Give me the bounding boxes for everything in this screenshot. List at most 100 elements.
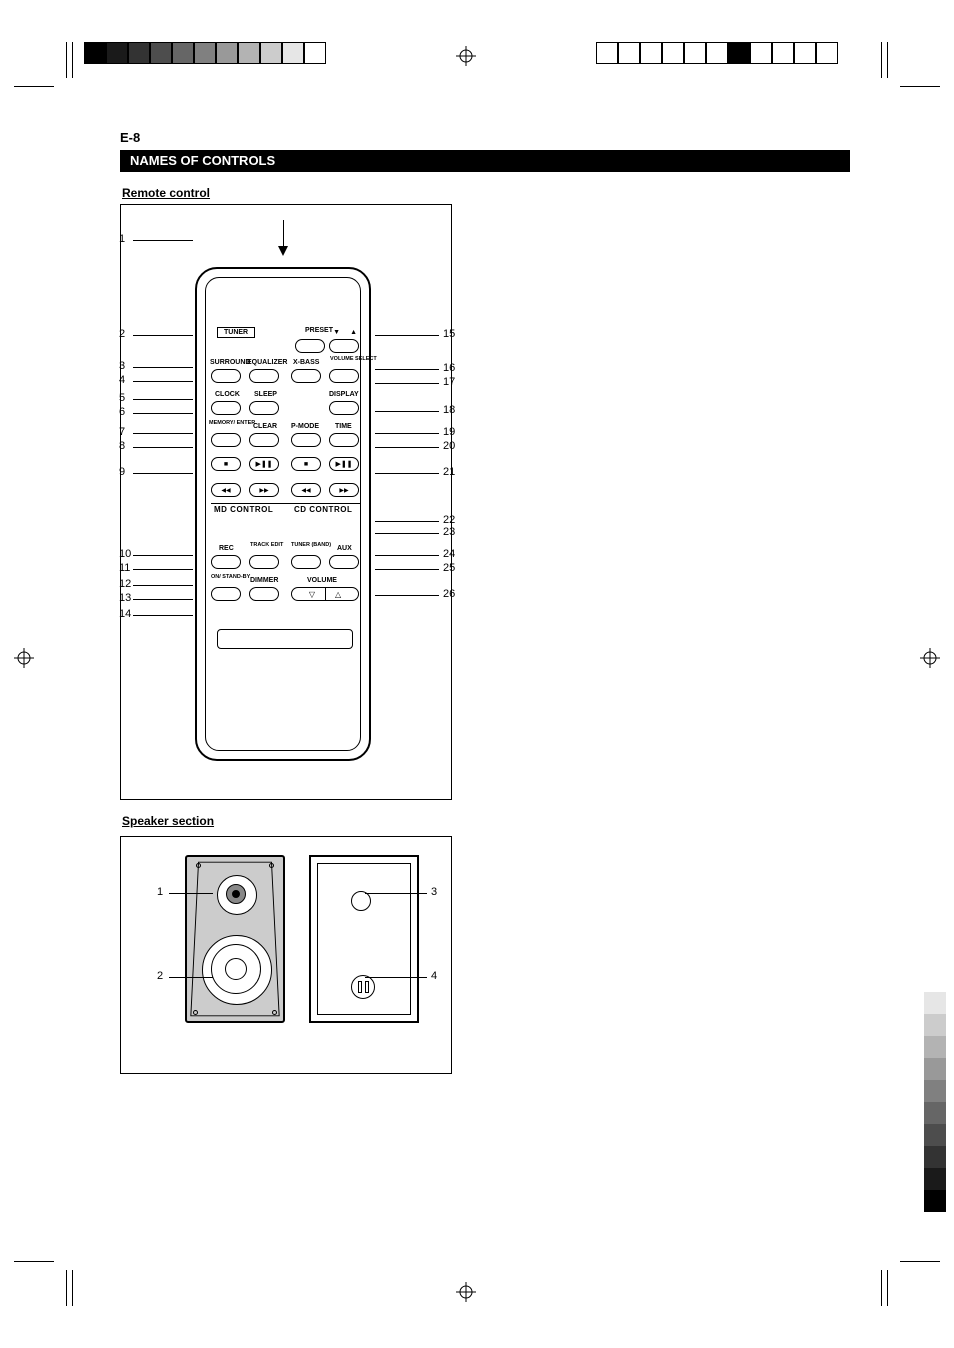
crop-mark-icon [900, 1261, 940, 1262]
registration-mark-icon [14, 648, 34, 668]
print-strip-top-right [596, 42, 838, 64]
page-title-bar: NAMES OF CONTROLS [120, 150, 850, 172]
equalizer-button[interactable] [249, 369, 279, 383]
leader-line [133, 473, 193, 474]
preset-label: PRESET [305, 327, 333, 334]
trackedit-button[interactable] [249, 555, 279, 569]
leader-line [133, 240, 193, 241]
callout-number: 14 [119, 608, 131, 620]
tunerband-button[interactable] [291, 555, 321, 569]
leader-line [375, 569, 439, 570]
leader-line [133, 569, 193, 570]
md-play-button[interactable]: ▶❚❚ [249, 457, 279, 471]
md-control-label: MD CONTROL [214, 505, 273, 514]
cd-fwd-button[interactable]: ▶▶ [329, 483, 359, 497]
leader-line [375, 473, 439, 474]
leader-line [375, 383, 439, 384]
volsel-button[interactable] [329, 369, 359, 383]
md-fwd-button[interactable]: ▶▶ [249, 483, 279, 497]
callout-number: 24 [443, 548, 455, 560]
callout-number: 1 [119, 233, 125, 245]
xbass-label: X-BASS [293, 359, 319, 366]
dimmer-button[interactable] [249, 587, 279, 601]
callout-number: 15 [443, 328, 455, 340]
page-content: E-8 NAMES OF CONTROLS Remote control TUN… [120, 130, 850, 1074]
volume-label: VOLUME [307, 577, 337, 584]
leader-line [375, 595, 439, 596]
preset-down-button[interactable] [295, 339, 325, 353]
page-number: E-8 [120, 130, 850, 145]
speaker-terminal [351, 975, 375, 999]
registration-mark-icon [456, 46, 476, 66]
cd-play-button[interactable]: ▶❚❚ [329, 457, 359, 471]
clock-button[interactable] [211, 401, 241, 415]
battery-window [217, 629, 353, 649]
rec-label: REC [219, 545, 234, 552]
leader-line [133, 381, 193, 382]
callout-number: 23 [443, 526, 455, 538]
tunerband-label: TUNER (BAND) [291, 543, 331, 549]
callout-number: 16 [443, 362, 455, 374]
surround-button[interactable] [211, 369, 241, 383]
standby-label: ON/ STAND-BY [211, 575, 250, 581]
callout-number: 5 [119, 392, 125, 404]
crop-mark-icon [900, 86, 940, 87]
callout-number: 2 [119, 328, 125, 340]
leader-line [375, 555, 439, 556]
callout-number: 8 [119, 440, 125, 452]
callout-number: 25 [443, 562, 455, 574]
cd-rev-button[interactable]: ◀◀ [291, 483, 321, 497]
transmitter-arrow-icon [283, 220, 284, 246]
registration-mark-icon [920, 648, 940, 668]
speaker-front [185, 855, 285, 1023]
callout-number: 18 [443, 404, 455, 416]
pmode-button[interactable] [291, 433, 321, 447]
dimmer-label: DIMMER [250, 577, 278, 584]
memory-button[interactable] [211, 433, 241, 447]
callout-number: 11 [119, 562, 130, 574]
leader-line [375, 369, 439, 370]
leader-line [133, 413, 193, 414]
page-title: NAMES OF CONTROLS [130, 153, 275, 168]
remote-figure: TUNER ▼ PRESET ▲ SURROUND EQUALIZER X-BA… [120, 204, 452, 800]
callout-number: 7 [119, 426, 125, 438]
callout-number: 13 [119, 592, 131, 604]
remote-body: TUNER ▼ PRESET ▲ SURROUND EQUALIZER X-BA… [195, 267, 371, 761]
time-label: TIME [335, 423, 352, 430]
callout-number: 9 [119, 466, 125, 478]
sleep-button[interactable] [249, 401, 279, 415]
aux-button[interactable] [329, 555, 359, 569]
cd-stop-button[interactable]: ■ [291, 457, 321, 471]
rec-button[interactable] [211, 555, 241, 569]
clear-button[interactable] [249, 433, 279, 447]
xbass-button[interactable] [291, 369, 321, 383]
md-stop-button[interactable]: ■ [211, 457, 241, 471]
volume-buttons[interactable]: ▽ △ [291, 587, 359, 601]
aux-label: AUX [337, 545, 352, 552]
crop-mark-icon [881, 42, 882, 78]
print-gradient-strip-top-left [84, 42, 326, 64]
woofer [202, 935, 272, 1005]
cd-control-label: CD CONTROL [294, 505, 352, 514]
callout-number: 3 [119, 360, 125, 372]
crop-mark-icon [887, 42, 888, 78]
callout-number: 26 [443, 588, 455, 600]
leader-line [365, 977, 427, 978]
speaker-back [309, 855, 419, 1023]
callout-number: 20 [443, 440, 455, 452]
callout-number: 4 [431, 970, 437, 982]
display-button[interactable] [329, 401, 359, 415]
remote-section-label: Remote control [122, 186, 850, 200]
preset-down-icon: ▼ [333, 329, 340, 336]
md-rev-button[interactable]: ◀◀ [211, 483, 241, 497]
standby-button[interactable] [211, 587, 241, 601]
leader-line [375, 411, 439, 412]
time-button[interactable] [329, 433, 359, 447]
leader-line [133, 599, 193, 600]
callout-number: 17 [443, 376, 455, 388]
preset-up-button[interactable] [329, 339, 359, 353]
crop-mark-icon [14, 1261, 54, 1262]
leader-line [375, 433, 439, 434]
callout-number: 4 [119, 374, 125, 386]
crop-mark-icon [881, 1270, 882, 1306]
